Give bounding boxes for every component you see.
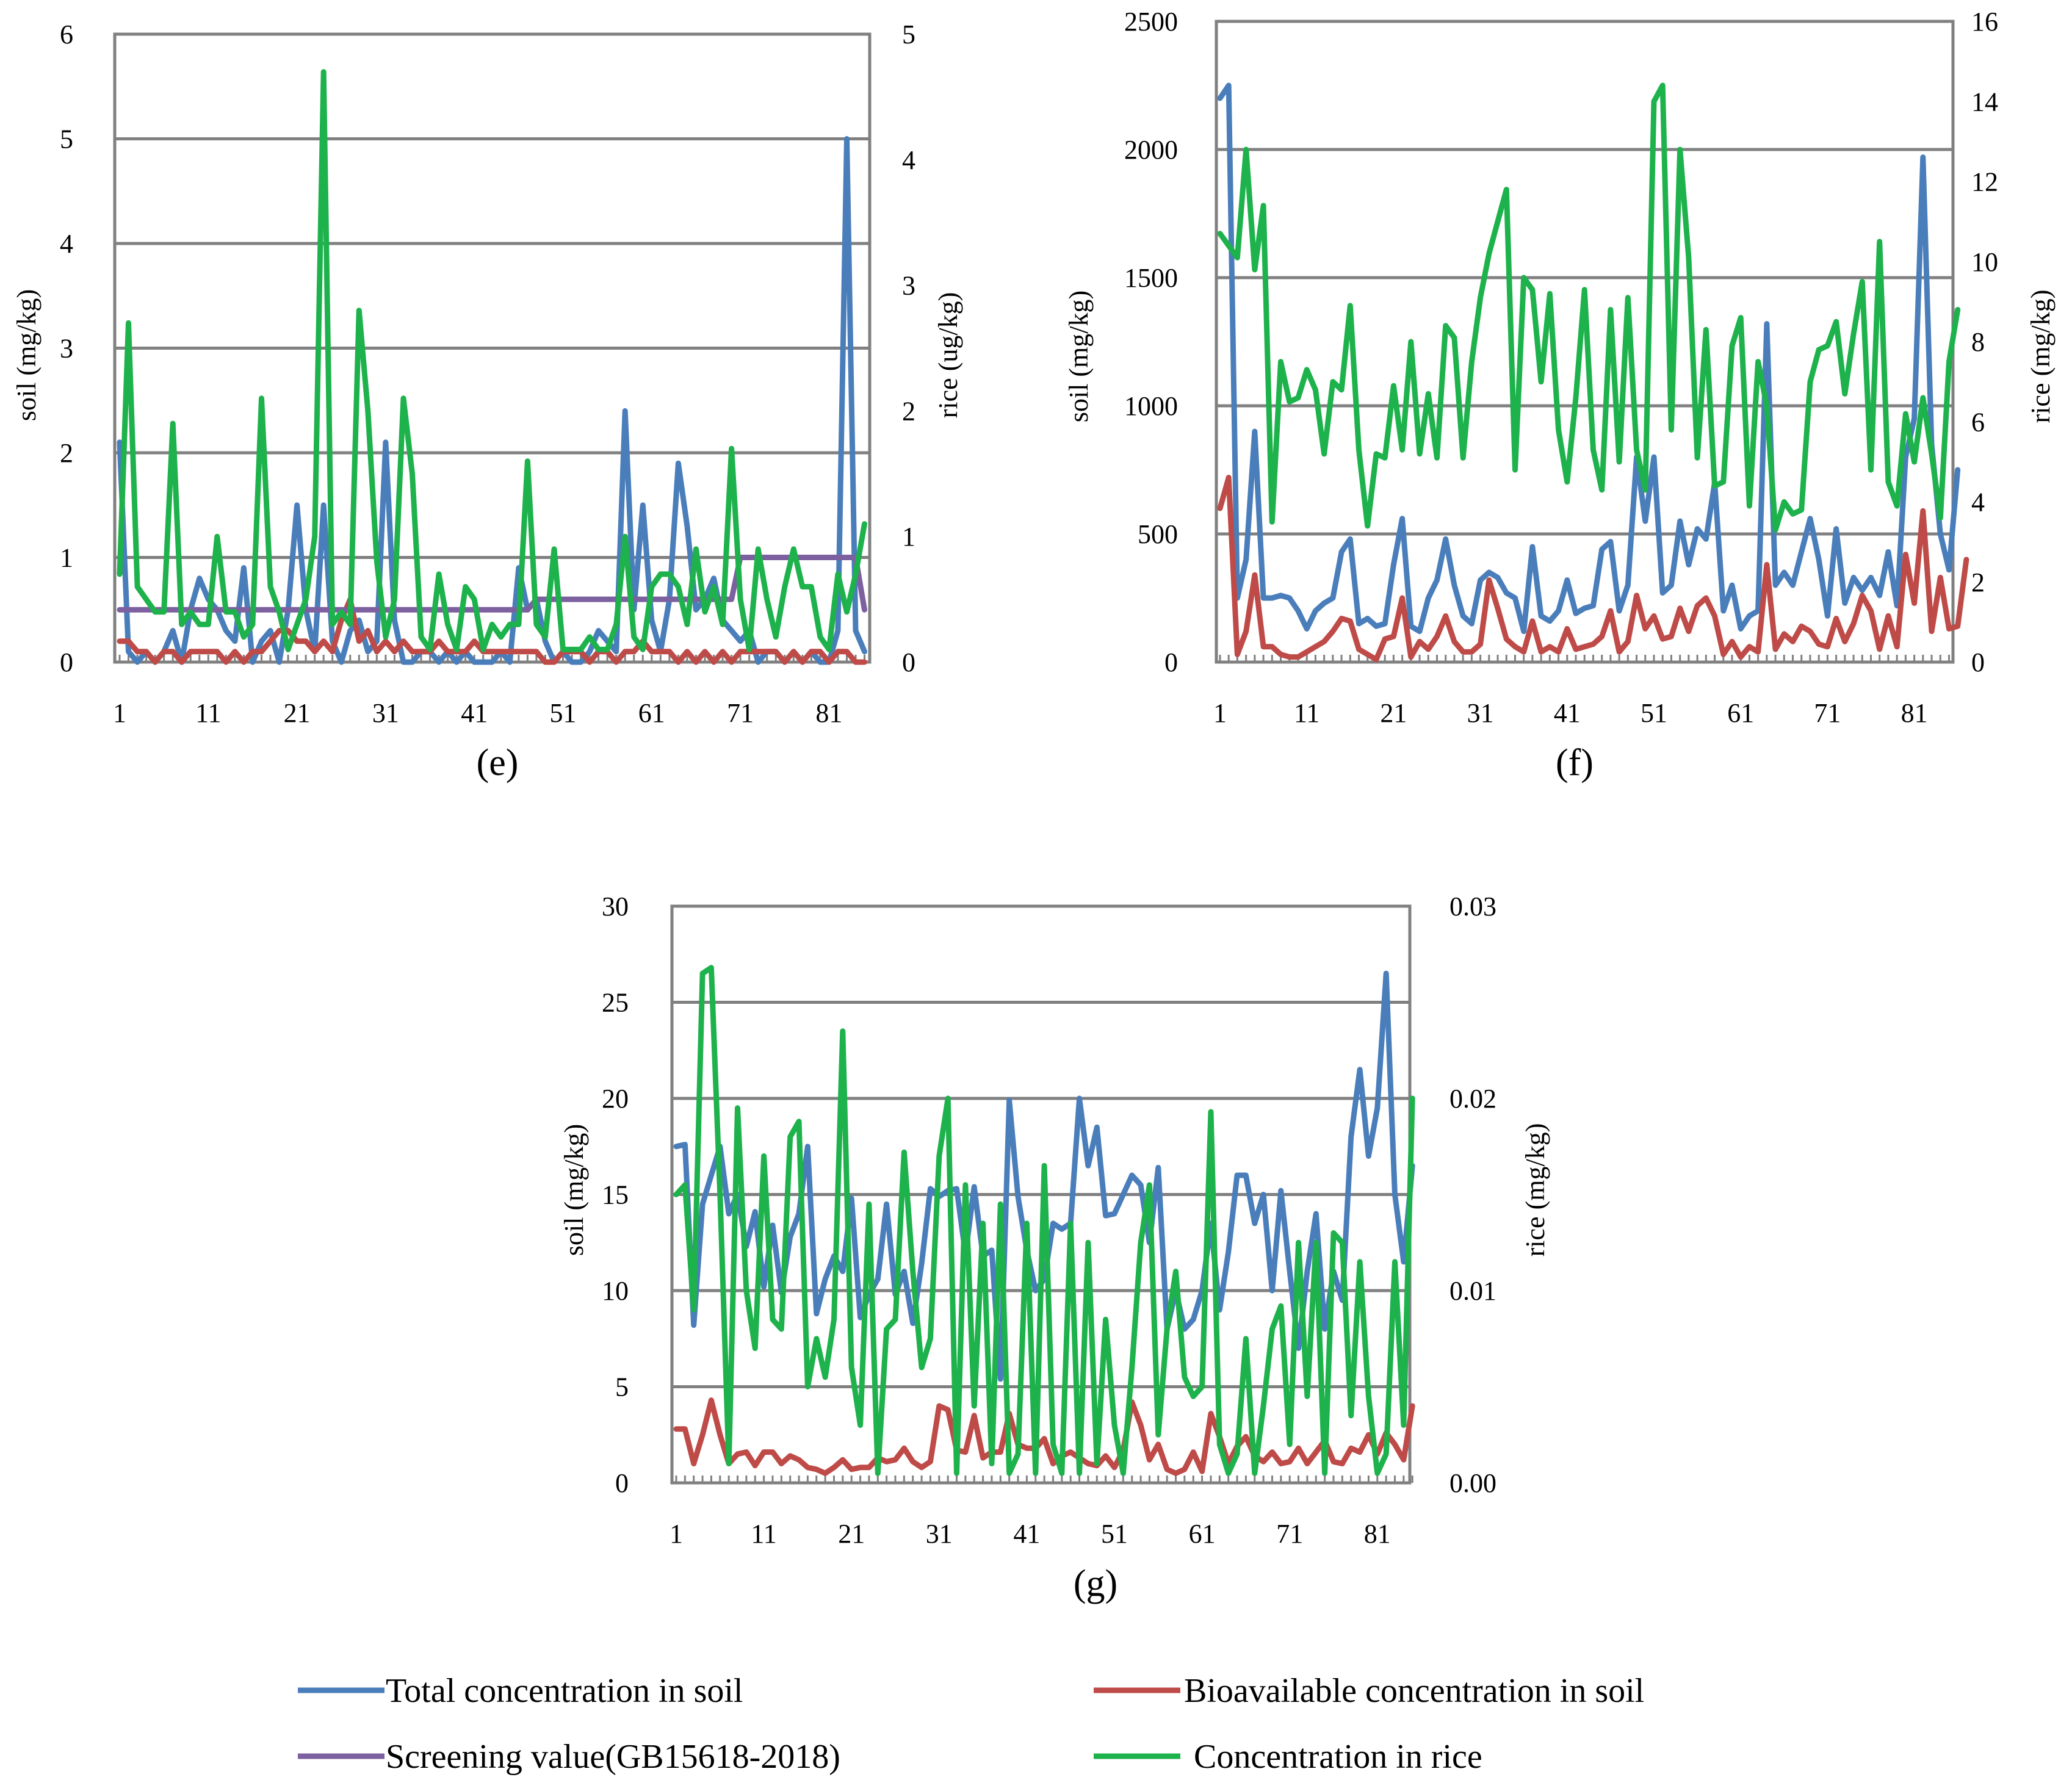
left-axis-title: soil (mg/kg)	[559, 1124, 589, 1256]
right-axis-title: rice (mg/kg)	[2026, 290, 2056, 423]
left-tick-label: 25	[602, 988, 629, 1018]
legend: Total concentration in soil Bioavailable…	[298, 1672, 1644, 1776]
left-tick-label: 0	[60, 647, 73, 677]
x-tick-label: 81	[1364, 1519, 1391, 1549]
x-tick-label: 31	[1467, 698, 1494, 728]
left-tick-label: 20	[602, 1084, 629, 1114]
x-tick-label: 21	[284, 698, 311, 728]
x-tick-label: 51	[1101, 1519, 1128, 1549]
right-tick-label: 0.02	[1449, 1084, 1496, 1114]
series-line-bioavailable	[673, 1397, 1415, 1476]
legend-label-rice: Concentration in rice	[1194, 1738, 1482, 1776]
left-tick-label: 500	[1138, 519, 1178, 549]
left-axis-title: soil (mg/kg)	[1064, 290, 1094, 422]
x-tick-label: 1	[1213, 698, 1227, 728]
panel-label: (e)	[477, 742, 519, 784]
left-tick-label: 2	[60, 438, 73, 468]
right-tick-label: 0	[902, 647, 915, 677]
series-line-rice	[673, 965, 1415, 1476]
x-tick-label: 11	[751, 1519, 776, 1549]
series-line-total	[673, 970, 1415, 1382]
x-tick-label: 51	[550, 698, 577, 728]
x-tick-label: 51	[1641, 698, 1667, 728]
x-tick-label: 31	[926, 1519, 953, 1549]
x-tick-label: 21	[1380, 698, 1407, 728]
x-tick-label: 31	[372, 698, 399, 728]
right-tick-label: 4	[1971, 488, 1985, 517]
right-tick-label: 0.03	[1449, 892, 1496, 921]
series-line-rice	[117, 69, 867, 652]
right-tick-label: 2	[1971, 568, 1985, 597]
x-tick-label: 71	[1814, 698, 1841, 728]
right-tick-label: 2	[902, 396, 915, 426]
left-tick-label: 0	[615, 1468, 629, 1498]
panel-label: (f)	[1556, 742, 1594, 784]
legend-label-screening: Screening value(GB15618-2018)	[386, 1738, 840, 1776]
right-tick-label: 0	[1971, 647, 1985, 677]
right-tick-label: 12	[1971, 167, 1998, 197]
series-line-rice	[1217, 82, 1961, 533]
panel-label: (g)	[1074, 1563, 1117, 1604]
x-tick-label: 1	[113, 698, 126, 728]
x-tick-label: 61	[1727, 698, 1754, 728]
left-tick-label: 30	[602, 892, 629, 921]
left-tick-label: 1500	[1124, 263, 1178, 293]
left-tick-label: 5	[60, 124, 73, 154]
x-tick-label: 21	[838, 1519, 865, 1549]
left-tick-label: 2000	[1124, 135, 1178, 165]
right-tick-label: 16	[1971, 7, 1998, 37]
right-tick-label: 5	[902, 20, 915, 49]
chart-panel-f: soil (mg/kg) rice (mg/kg) (f) 0500100015…	[1064, 7, 2056, 784]
chart-panel-e: soil (mg/kg) rice (ug/kg) (e) 0 1 2 3 4 5 6 0 1 2…	[12, 20, 963, 784]
left-tick-label: 5	[615, 1372, 629, 1402]
x-tick-label: 41	[1013, 1519, 1040, 1549]
x-tick-label: 41	[1554, 698, 1581, 728]
x-tick-label: 11	[1294, 698, 1319, 728]
right-tick-label: 14	[1971, 87, 1998, 117]
x-tick-label: 71	[727, 698, 754, 728]
series-line-total	[1217, 82, 1961, 635]
right-tick-label: 8	[1971, 327, 1985, 357]
x-tick-label: 1	[670, 1519, 683, 1549]
left-tick-label: 1	[60, 543, 73, 573]
x-tick-label: 81	[1901, 698, 1928, 728]
x-tick-label: 81	[815, 698, 842, 728]
legend-label-bioavailable: Bioavailable concentration in soil	[1184, 1672, 1644, 1710]
left-axis-title: soil (mg/kg)	[12, 289, 42, 421]
left-tick-label: 2500	[1124, 7, 1178, 37]
left-tick-label: 6	[60, 20, 73, 49]
left-tick-label: 0	[1164, 647, 1178, 677]
left-tick-label: 10	[602, 1276, 629, 1306]
right-tick-label: 10	[1971, 247, 1998, 277]
left-tick-label: 3	[60, 334, 73, 364]
left-tick-label: 15	[602, 1180, 629, 1210]
right-tick-label: 4	[902, 145, 915, 175]
left-tick-label: 1000	[1124, 391, 1178, 421]
x-tick-label: 71	[1276, 1519, 1303, 1549]
series-line-total	[117, 136, 867, 665]
right-axis-title: rice (mg/kg)	[1520, 1123, 1550, 1257]
right-tick-label: 0.00	[1449, 1468, 1496, 1498]
right-tick-label: 1	[902, 522, 915, 552]
chart-panel-g: soil (mg/kg) rice (mg/kg) (g) 0 5 10 15 20 25…	[559, 892, 1550, 1604]
x-tick-label: 41	[461, 698, 488, 728]
series-line-bioavailable	[117, 596, 867, 665]
right-tick-label: 3	[902, 271, 915, 301]
right-tick-label: 0.01	[1449, 1276, 1496, 1306]
series-line-bioavailable	[1217, 475, 1969, 663]
x-tick-label: 61	[638, 698, 665, 728]
right-axis-title: rice (ug/kg)	[933, 292, 963, 418]
right-tick-label: 6	[1971, 407, 1985, 437]
x-tick-label: 11	[195, 698, 221, 728]
left-tick-label: 4	[60, 229, 73, 259]
x-tick-label: 61	[1189, 1519, 1216, 1549]
legend-label-total: Total concentration in soil	[386, 1672, 743, 1710]
